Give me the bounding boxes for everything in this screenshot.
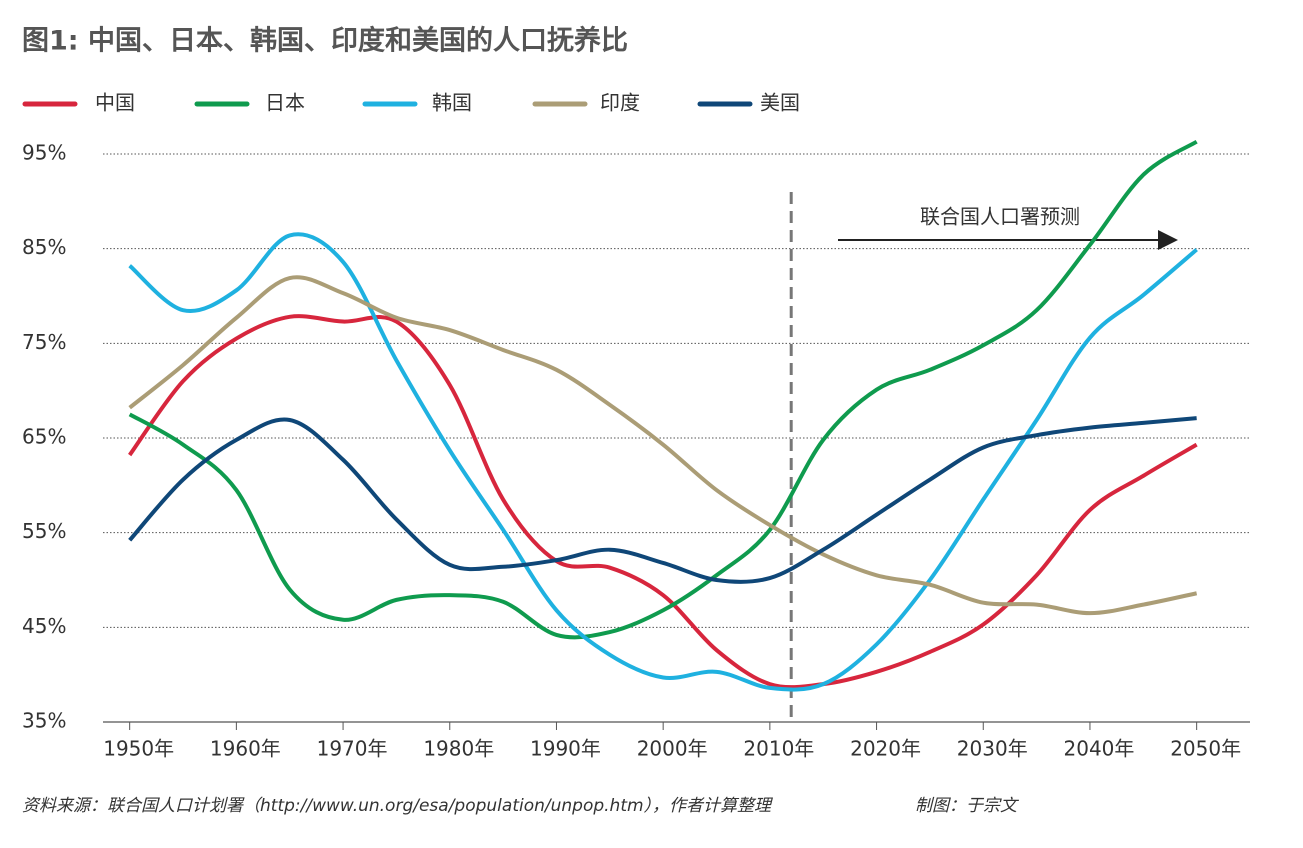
legend-label: 日本 [265, 91, 305, 115]
y-tick-label: 85% [22, 235, 66, 259]
series-line [128, 416, 1197, 584]
x-tick-label: 1950年 [103, 737, 174, 761]
x-tick-label: 1980年 [423, 737, 494, 761]
x-tick-label: 2020年 [850, 737, 921, 761]
y-tick-label: 35% [22, 709, 66, 733]
legend-label: 韩国 [432, 91, 472, 115]
x-tick-label: 2050年 [1170, 737, 1241, 761]
y-tick-label: 65% [22, 425, 66, 449]
y-tick-label: 55% [22, 519, 66, 543]
series-line [128, 314, 1198, 690]
series-line [128, 232, 1198, 692]
y-tick-label: 95% [22, 141, 66, 165]
x-tick-label: 1970年 [317, 737, 388, 761]
series-line [128, 275, 1198, 616]
x-tick-label: 2030年 [957, 737, 1028, 761]
y-tick-label: 75% [22, 330, 66, 354]
credit-note: 制图：于宗文 [915, 796, 1020, 816]
x-tick-label: 1960年 [210, 737, 281, 761]
x-tick-label: 2000年 [637, 737, 708, 761]
annotation: 联合国人口署预测 [920, 205, 1080, 229]
y-tick-label: 45% [22, 614, 66, 638]
series-line [128, 139, 1198, 640]
x-tick-label: 2040年 [1064, 737, 1135, 761]
legend-label: 美国 [760, 91, 800, 115]
chart-title: 图1: 中国、日本、韩国、印度和美国的人口抚养比 [22, 25, 628, 57]
x-tick-label: 2010年 [743, 737, 814, 761]
legend-label: 中国 [95, 91, 135, 115]
x-tick-label: 1990年 [530, 737, 601, 761]
legend-label: 印度 [600, 91, 640, 115]
source-note: 资料来源：联合国人口计划署（http://www.un.org/esa/popu… [22, 796, 773, 816]
